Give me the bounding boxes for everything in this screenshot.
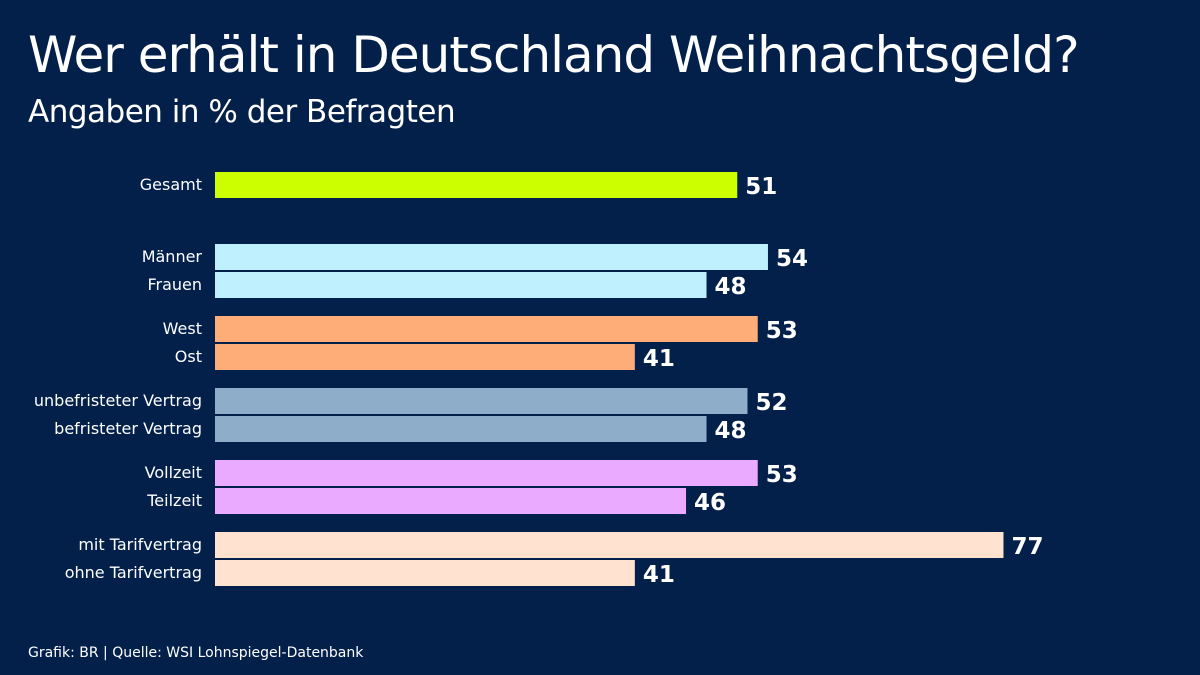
bar xyxy=(215,532,1004,558)
bar xyxy=(215,344,635,370)
category-label: befristeter Vertrag xyxy=(54,419,202,438)
bar xyxy=(215,172,738,198)
value-label: 51 xyxy=(745,174,777,200)
value-label: 77 xyxy=(1011,534,1043,560)
category-label: Männer xyxy=(142,247,203,266)
chart-title: Wer erhält in Deutschland Weihnachtsgeld… xyxy=(28,26,1080,84)
value-label: 46 xyxy=(694,490,726,516)
value-label: 41 xyxy=(643,346,675,372)
bar xyxy=(215,416,707,442)
category-label: mit Tarifvertrag xyxy=(78,535,202,554)
category-label: Ost xyxy=(175,347,202,366)
category-label: Gesamt xyxy=(140,175,202,194)
value-label: 48 xyxy=(715,418,747,444)
bar xyxy=(215,460,758,486)
source-note: Grafik: BR | Quelle: WSI Lohnspiegel-Dat… xyxy=(28,645,364,661)
category-label: Teilzeit xyxy=(146,491,202,510)
bar xyxy=(215,272,707,298)
category-label: Vollzeit xyxy=(145,463,202,482)
category-label: ohne Tarifvertrag xyxy=(65,563,202,582)
bar xyxy=(215,316,758,342)
value-label: 53 xyxy=(766,318,798,344)
value-label: 52 xyxy=(755,390,787,416)
value-label: 53 xyxy=(766,462,798,488)
category-label: West xyxy=(163,319,202,338)
bar xyxy=(215,388,748,414)
value-label: 48 xyxy=(715,274,747,300)
value-label: 54 xyxy=(776,246,808,272)
category-label: unbefristeter Vertrag xyxy=(34,391,202,410)
bar xyxy=(215,560,635,586)
bar xyxy=(215,488,687,514)
category-label: Frauen xyxy=(147,275,202,294)
bar xyxy=(215,244,768,270)
value-label: 41 xyxy=(643,562,675,588)
chart-subtitle: Angaben in % der Befragten xyxy=(28,94,456,130)
